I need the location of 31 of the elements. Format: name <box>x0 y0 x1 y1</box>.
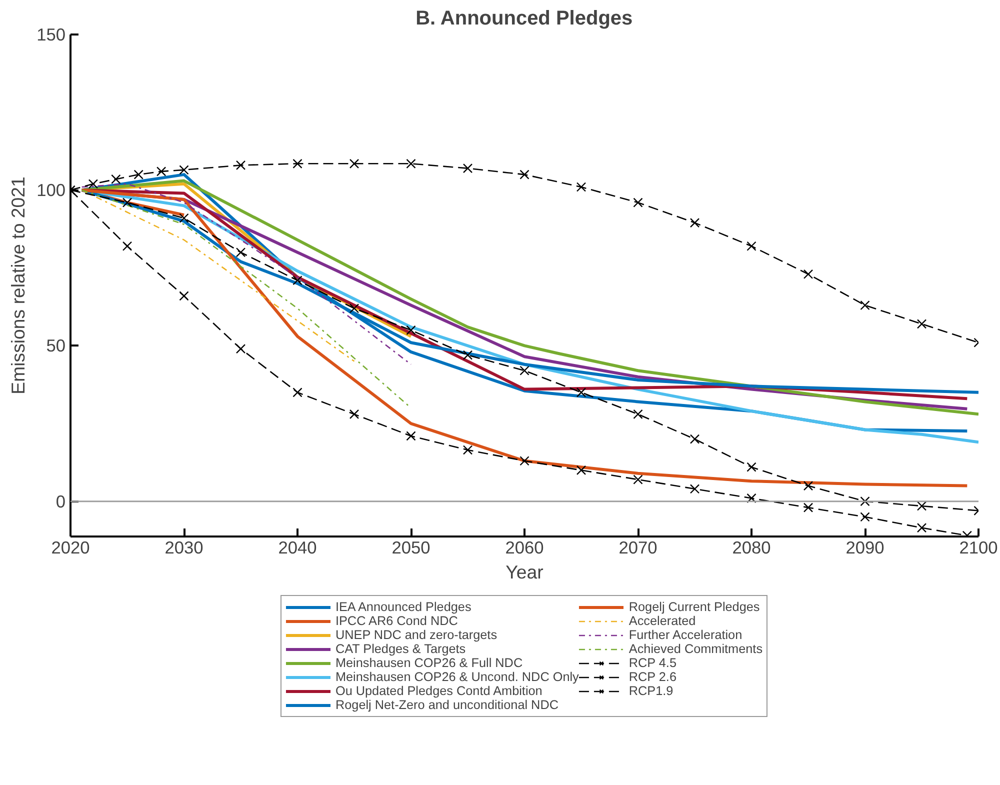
legend-label: IEA Announced Pledges <box>335 600 472 614</box>
y-tick-label: 50 <box>46 336 66 356</box>
y-axis-title: Emissions relative to 2021 <box>8 176 29 394</box>
legend-label: Achieved Commitments <box>628 642 763 656</box>
legend-label: RCP1.9 <box>628 684 674 698</box>
x-axis-title: Year <box>506 562 544 582</box>
x-tick-label: 2080 <box>732 538 771 558</box>
x-tick-label: 2090 <box>846 538 884 558</box>
x-tick-label: 2060 <box>505 538 544 558</box>
x-tick-label: 2020 <box>51 538 90 558</box>
legend-label: Accelerated <box>628 614 696 628</box>
chart-title: B. Announced Pledges <box>416 8 633 30</box>
x-tick-label: 2050 <box>392 538 430 558</box>
legend-label: Ou Updated Pledges Contd Ambition <box>335 684 542 698</box>
legend-label: Meinshausen COP26 & Uncond. NDC Only <box>335 670 579 684</box>
legend-label: Further Acceleration <box>628 628 742 642</box>
legend-label: RCP 2.6 <box>628 670 676 684</box>
legend-label: Meinshausen COP26 & Full NDC <box>335 656 523 670</box>
x-tick-label: 2070 <box>618 538 658 558</box>
legend-label: IPCC AR6 Cond NDC <box>335 614 458 628</box>
x-tick-label: 2100 <box>959 538 998 558</box>
legend-label: Rogelj Current Pledges <box>628 600 760 614</box>
x-tick-label: 2040 <box>278 538 317 558</box>
y-tick-label: 150 <box>36 24 66 44</box>
y-tick-label: 0 <box>56 491 66 512</box>
legend-label: RCP 4.5 <box>628 656 676 670</box>
y-tick-label: 100 <box>36 180 66 200</box>
legend-label: Rogelj Net-Zero and unconditional NDC <box>335 698 558 712</box>
legend-label: UNEP NDC and zero-targets <box>335 628 498 642</box>
legend-label: CAT Pledges & Targets <box>335 642 466 656</box>
x-tick-label: 2030 <box>164 538 204 558</box>
